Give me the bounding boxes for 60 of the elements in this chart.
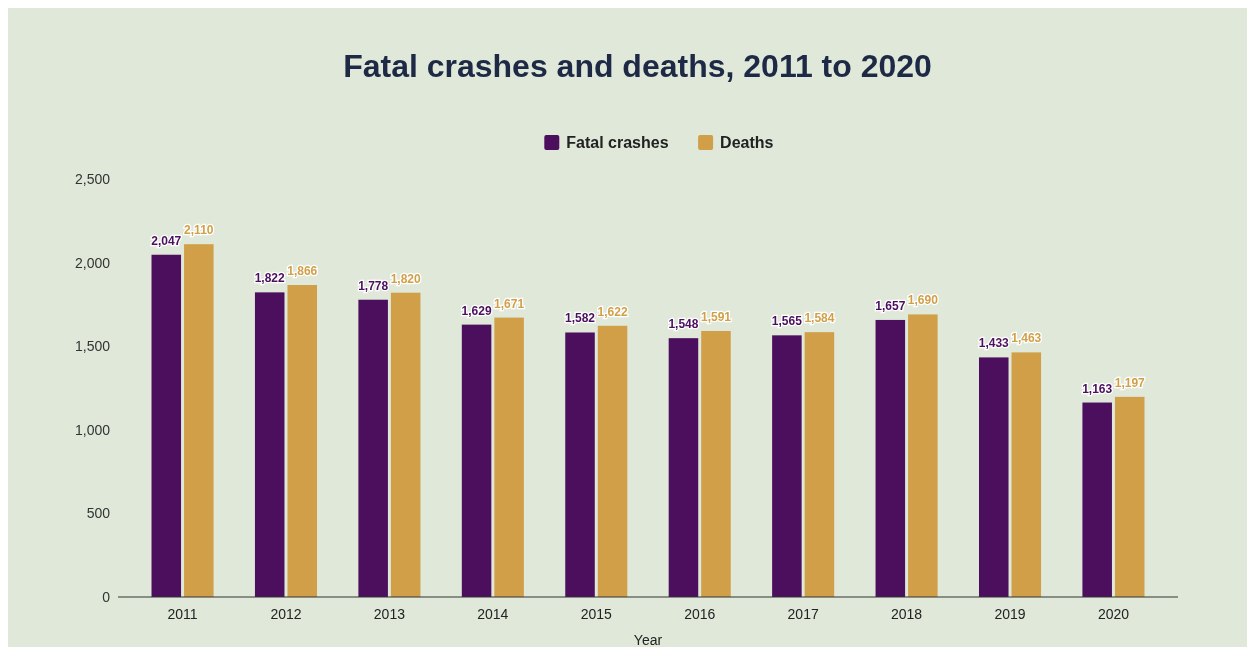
data-label: 1,657: [875, 298, 906, 313]
data-label: 1,463: [1011, 331, 1042, 346]
bar: [494, 317, 524, 597]
bar: [1011, 352, 1042, 597]
bar: [597, 325, 628, 597]
y-tick-label: 1,500: [74, 338, 111, 355]
chart-title: Fatal crashes and deaths, 2011 to 2020: [343, 48, 932, 84]
x-tick-label: 2013: [373, 606, 406, 622]
bar: [701, 330, 731, 597]
bar: [668, 338, 699, 597]
data-label: 1,820: [390, 271, 422, 286]
bar: [358, 299, 388, 597]
bar: [875, 319, 906, 597]
x-tick-label: 2019: [994, 606, 1026, 622]
bar: [184, 244, 214, 597]
bar: [908, 314, 938, 597]
x-tick-label: 2012: [270, 606, 302, 622]
data-label: 1,822: [254, 271, 286, 286]
legend-label: Deaths: [720, 134, 774, 151]
y-tick-label: 2,500: [74, 171, 111, 187]
data-label: 1,622: [597, 304, 628, 319]
x-tick-label: 2014: [477, 606, 509, 622]
x-tick-label: 2017: [787, 606, 819, 622]
bar: [772, 335, 802, 597]
bar: [254, 292, 285, 597]
x-tick-label: 2016: [684, 606, 716, 622]
data-label: 1,629: [461, 303, 492, 318]
data-label: 1,778: [358, 278, 389, 293]
bar: [565, 332, 595, 597]
data-label: 1,548: [668, 317, 699, 332]
bar: [1082, 402, 1112, 597]
x-tick-label: 2011: [167, 606, 198, 622]
bar: [978, 357, 1009, 597]
data-label: 1,866: [287, 264, 318, 278]
y-tick-label: 1,000: [74, 421, 111, 438]
data-label: 1,197: [1114, 375, 1146, 390]
data-label: 2,047: [151, 233, 182, 248]
data-label: 1,433: [978, 336, 1010, 351]
data-label: 1,671: [494, 296, 525, 311]
data-label: 1,582: [565, 311, 596, 326]
bar: [151, 254, 182, 597]
x-tick-label: 2015: [580, 606, 613, 622]
bar: [287, 285, 318, 597]
data-label: 1,565: [771, 314, 803, 329]
data-label: 1,584: [804, 311, 835, 326]
y-tick-label: 2,000: [74, 254, 111, 271]
bar: [1114, 396, 1145, 597]
bar: [390, 292, 421, 597]
data-label: 1,690: [907, 293, 939, 308]
data-label: 1,163: [1082, 381, 1113, 396]
x-axis-title: Year: [633, 632, 663, 648]
bar: [461, 324, 492, 597]
legend-label: Fatal crashes: [566, 134, 669, 151]
bar: [804, 332, 835, 597]
data-label: 2,110: [184, 223, 214, 238]
y-tick-label: 500: [86, 505, 111, 522]
x-tick-label: 2020: [1097, 606, 1130, 622]
x-tick-label: 2018: [891, 606, 923, 622]
data-label: 1,591: [700, 309, 732, 324]
y-tick-label: 0: [102, 589, 111, 605]
